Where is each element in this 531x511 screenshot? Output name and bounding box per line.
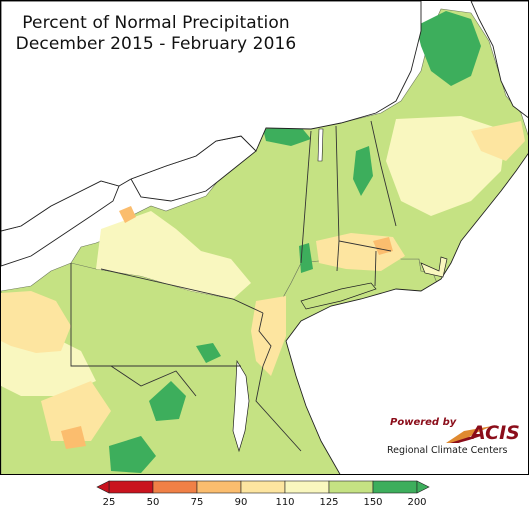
- legend-swatch: [152, 480, 198, 494]
- legend-tick-label: 75: [190, 497, 204, 508]
- wet-region-pa: [196, 343, 221, 363]
- map-frame: Percent of Normal Precipitation December…: [0, 0, 529, 475]
- acis-logo: Powered by ACIS Regional Climate Centers: [384, 415, 524, 459]
- very-dry-spot-1: [119, 206, 136, 223]
- normal-region-ny: [96, 211, 251, 299]
- dry-region-south: [41, 381, 111, 441]
- canada-land: [1, 1, 422, 232]
- legend-swatch: [284, 480, 330, 494]
- dry-region-west-pa: [1, 291, 71, 353]
- legend-tick-label: 90: [234, 497, 248, 508]
- wet-region-hudson: [299, 243, 313, 273]
- legend-swatch: [196, 480, 242, 494]
- wet-region-va-south: [109, 436, 156, 473]
- legend-swatch: [108, 480, 154, 494]
- legend-tick-label: 125: [319, 497, 339, 508]
- legend-tick-label: 25: [102, 497, 116, 508]
- map-subtitle: December 2015 - February 2016: [15, 34, 297, 54]
- legend-left-arrow: [96, 480, 110, 494]
- very-dry-spot-3: [61, 426, 86, 449]
- lake-champlain: [317, 128, 324, 162]
- logo-powered-by: Powered by: [390, 417, 457, 428]
- state-boundaries: [70, 120, 397, 452]
- color-legend: 25 50 75 90 110 125 150 200: [95, 479, 431, 509]
- legend-tick-label: 150: [363, 497, 383, 508]
- wet-region-va: [149, 381, 186, 421]
- atlantic-ocean: [285, 153, 528, 474]
- wet-region-nh: [353, 146, 373, 196]
- acis-swoosh-icon: [446, 426, 492, 443]
- legend-right-arrow: [416, 480, 430, 494]
- legend-swatch: [240, 480, 286, 494]
- canada-maine-notch: [470, 1, 528, 119]
- legend-tick-label: 50: [146, 497, 160, 508]
- cape-cod: [420, 256, 448, 278]
- legend-tick-label: 110: [275, 497, 295, 508]
- legend-tick-label: 200: [407, 497, 427, 508]
- logo-name: ACIS: [471, 422, 520, 444]
- wet-region-north-maine: [416, 11, 481, 86]
- legend-colorbar: [96, 480, 430, 494]
- long-island: [300, 282, 377, 310]
- dry-region-nj: [251, 296, 286, 376]
- map-title: Percent of Normal Precipitation: [22, 13, 290, 33]
- logo-subtitle: Regional Climate Centers: [387, 445, 508, 456]
- legend-swatch: [372, 480, 418, 494]
- dry-region-maine-coast: [471, 121, 525, 161]
- wet-region-vermont: [263, 127, 311, 146]
- precipitation-map: [1, 1, 528, 474]
- legend-swatch: [328, 480, 374, 494]
- chesapeake-bay: [232, 359, 250, 453]
